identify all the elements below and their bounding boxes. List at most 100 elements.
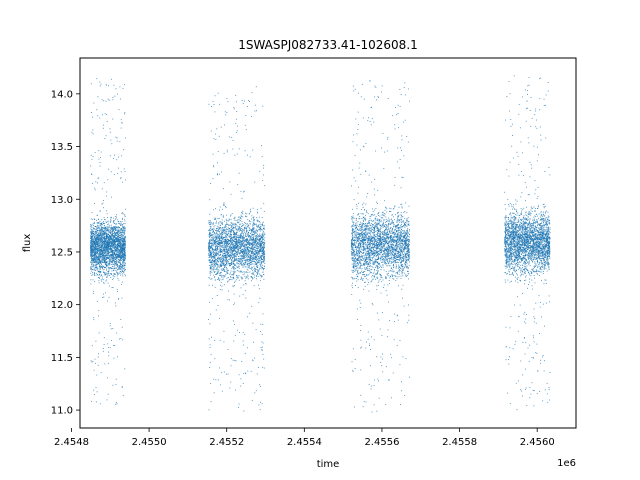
scatter-point: [114, 242, 116, 244]
scatter-point: [240, 230, 242, 232]
scatter-point: [115, 228, 117, 230]
scatter-point: [244, 264, 245, 266]
scatter-point: [249, 263, 250, 265]
scatter-point: [116, 244, 118, 246]
scatter-point: [118, 261, 120, 263]
scatter-point: [246, 228, 248, 229]
scatter-point: [112, 240, 114, 242]
scatter-point: [98, 310, 100, 312]
scatter-point: [99, 117, 101, 119]
scatter-point: [245, 260, 247, 262]
scatter-point: [98, 253, 100, 255]
scatter-point: [263, 247, 265, 249]
scatter-point: [244, 246, 246, 248]
scatter-point: [223, 247, 225, 249]
scatter-point: [249, 250, 251, 252]
scatter-point: [238, 227, 240, 229]
scatter-point: [101, 241, 103, 243]
scatter-point: [123, 271, 125, 273]
scatter-point: [229, 234, 231, 236]
scatter-point: [113, 257, 115, 259]
scatter-point: [104, 261, 106, 263]
scatter-point: [112, 97, 114, 98]
scatter-point: [241, 276, 243, 278]
scatter-point: [224, 227, 226, 228]
scatter-point: [123, 253, 125, 255]
scatter-point: [107, 220, 109, 222]
scatter-point: [240, 240, 242, 242]
scatter-point: [104, 243, 106, 245]
scatter-point: [98, 266, 100, 268]
scatter-point: [93, 252, 95, 254]
scatter-point: [109, 239, 111, 241]
scatter-point: [232, 237, 234, 239]
scatter-point: [98, 274, 100, 276]
scatter-point: [101, 256, 103, 258]
scatter-point: [232, 285, 234, 287]
scatter-point: [250, 229, 252, 231]
scatter-point: [101, 280, 103, 282]
scatter-point: [114, 265, 116, 267]
scatter-point: [91, 255, 93, 257]
scatter-point: [115, 263, 117, 265]
scatter-point: [96, 222, 98, 224]
scatter-point: [111, 234, 113, 236]
scatter-point: [231, 225, 233, 227]
scatter-point: [112, 240, 113, 242]
scatter-point: [254, 274, 256, 276]
scatter-point: [236, 277, 238, 279]
scatter-point: [90, 227, 92, 229]
scatter-point: [116, 238, 118, 240]
scatter-point: [97, 237, 99, 239]
scatter-point: [93, 102, 95, 104]
scatter-point: [100, 243, 102, 245]
scatter-point: [104, 257, 106, 259]
scatter-point: [102, 348, 104, 349]
scatter-point: [250, 229, 252, 231]
scatter-point: [214, 225, 216, 227]
scatter-point: [229, 228, 231, 230]
scatter-point: [224, 249, 226, 250]
scatter-point: [230, 263, 232, 265]
scatter-point: [218, 258, 220, 260]
scatter-point: [252, 260, 254, 262]
scatter-point: [110, 242, 111, 244]
scatter-point: [234, 253, 236, 255]
scatter-point: [243, 230, 245, 232]
scatter-point: [121, 250, 123, 252]
scatter-point: [262, 231, 264, 233]
scatter-point: [230, 233, 232, 235]
scatter-point: [216, 231, 218, 233]
scatter-point: [112, 229, 114, 231]
scatter-point: [95, 226, 97, 228]
scatter-point: [217, 266, 219, 268]
scatter-point: [237, 219, 239, 221]
scatter-point: [253, 228, 255, 230]
scatter-point: [124, 216, 126, 217]
scatter-point: [216, 245, 218, 247]
scatter-point: [90, 236, 92, 237]
scatter-point: [105, 266, 107, 268]
scatter-point: [95, 233, 97, 235]
scatter-point: [99, 258, 101, 260]
scatter-point: [123, 222, 125, 224]
scatter-point: [251, 248, 252, 249]
scatter-point: [115, 383, 117, 385]
scatter-point: [100, 245, 102, 247]
scatter-point: [232, 228, 234, 229]
scatter-point: [97, 253, 99, 255]
scatter-point: [219, 236, 221, 238]
scatter-point: [97, 239, 99, 241]
scatter-point: [119, 237, 121, 239]
scatter-point: [217, 248, 219, 250]
scatter-point: [117, 247, 119, 249]
scatter-point: [226, 242, 228, 244]
scatter-point: [98, 237, 100, 239]
scatter-point: [90, 241, 92, 243]
scatter-point: [109, 325, 111, 327]
scatter-point: [248, 256, 249, 258]
scatter-point: [211, 238, 213, 240]
scatter-point: [237, 240, 239, 242]
scatter-point: [124, 248, 125, 249]
scatter-point: [103, 259, 105, 261]
